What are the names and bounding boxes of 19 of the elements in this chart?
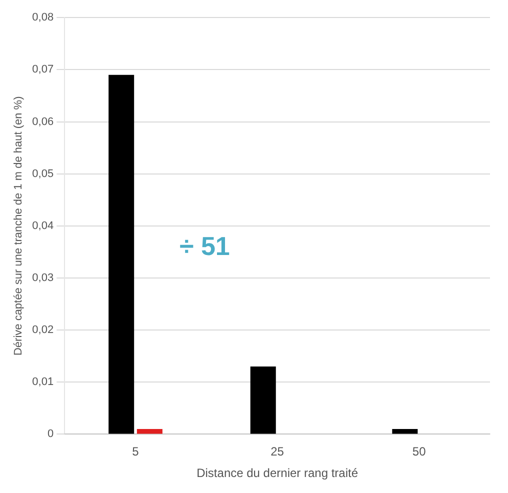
- bar: [392, 428, 418, 434]
- bar: [108, 74, 134, 434]
- y-tick-label: 0,02: [32, 324, 54, 336]
- bar: [250, 366, 276, 434]
- x-tick-label: 5: [132, 444, 140, 459]
- x-axis-title: Distance du dernier rang traité: [196, 466, 358, 480]
- y-tick-label: 0,05: [32, 168, 54, 180]
- x-tick-label: 50: [412, 444, 426, 459]
- y-tick-label: 0: [47, 428, 54, 440]
- y-tick-label: 0,08: [32, 12, 54, 24]
- annotation: ÷ 51: [179, 231, 230, 262]
- y-tick-label: 0,03: [32, 272, 54, 284]
- x-tick-label: 25: [270, 444, 284, 459]
- bar: [136, 428, 162, 434]
- y-tick-label: 0,04: [32, 220, 54, 232]
- y-tick-label: 0,01: [32, 376, 54, 388]
- y-tick-label: 0,06: [32, 116, 54, 128]
- y-axis-title: Dérive captée sur une tranche de 1 m de haut (en %): [12, 96, 25, 356]
- y-tick-label: 0,07: [32, 64, 54, 76]
